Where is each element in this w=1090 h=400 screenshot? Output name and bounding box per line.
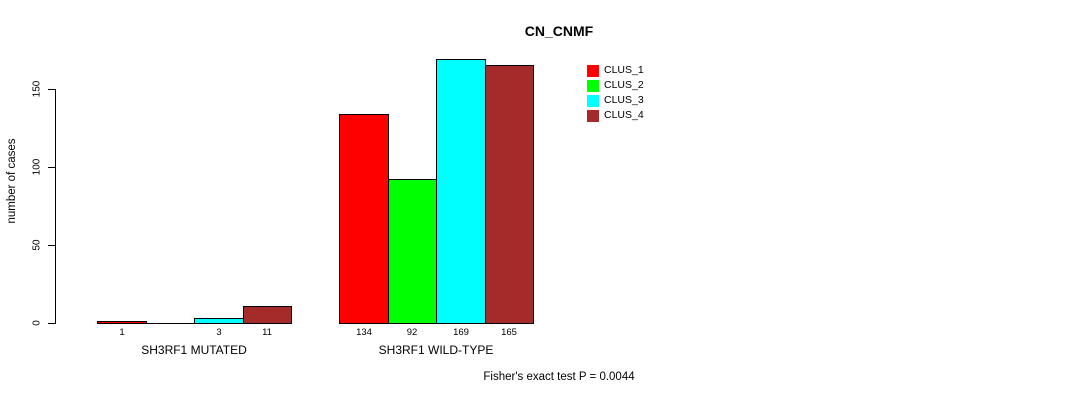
bar-value-label: 11 [262, 327, 272, 338]
y-axis-tick [48, 89, 55, 90]
chart-title: CN_CNMF [524, 23, 594, 39]
y-axis-tick [48, 245, 55, 246]
y-axis-tick-label: 0 [31, 320, 43, 326]
bar-value-label: 165 [501, 327, 517, 338]
y-axis-tick [48, 323, 55, 324]
legend-label: CLUS_3 [604, 94, 644, 106]
bar-clus_2 [388, 179, 437, 323]
bar-value-label: 169 [453, 327, 469, 338]
y-axis-line [55, 89, 56, 324]
group-label: SH3RF1 MUTATED [141, 343, 247, 357]
legend-item: CLUS_1 [587, 63, 644, 78]
legend-swatch-clus_3 [587, 94, 599, 107]
legend-item: CLUS_4 [587, 108, 644, 123]
legend-item: CLUS_3 [587, 93, 644, 108]
legend-label: CLUS_1 [604, 64, 644, 76]
legend-swatch-clus_1 [587, 64, 599, 77]
bar-clus_4 [485, 65, 534, 323]
bar-clus_3 [436, 59, 486, 323]
legend-swatch-clus_2 [587, 79, 599, 92]
group-baseline [339, 323, 534, 324]
legend-label: CLUS_2 [604, 79, 644, 91]
group-baseline [97, 323, 292, 324]
legend-swatch-clus_4 [587, 109, 599, 122]
bar-value-label: 134 [356, 327, 372, 338]
y-axis-tick [48, 167, 55, 168]
bar-clus_1 [339, 114, 389, 323]
bar-clus_4 [243, 306, 292, 323]
bar-value-label: 92 [406, 327, 418, 338]
y-axis-tick-label: 100 [31, 158, 43, 176]
bar-clus_1 [97, 321, 147, 323]
legend-item: CLUS_2 [587, 78, 644, 93]
y-axis-tick-label: 50 [31, 239, 43, 251]
group-label: SH3RF1 WILD-TYPE [378, 343, 494, 357]
fisher-test-annotation: Fisher's exact test P = 0.0044 [483, 371, 635, 383]
legend-label: CLUS_4 [604, 109, 644, 121]
bar-value-label: 1 [119, 327, 125, 338]
bar-value-label: 3 [216, 327, 222, 338]
legend: CLUS_1 CLUS_2 CLUS_3 CLUS_4 [587, 63, 644, 123]
y-axis-label: number of cases [6, 138, 18, 224]
y-axis-tick-label: 150 [31, 80, 43, 98]
